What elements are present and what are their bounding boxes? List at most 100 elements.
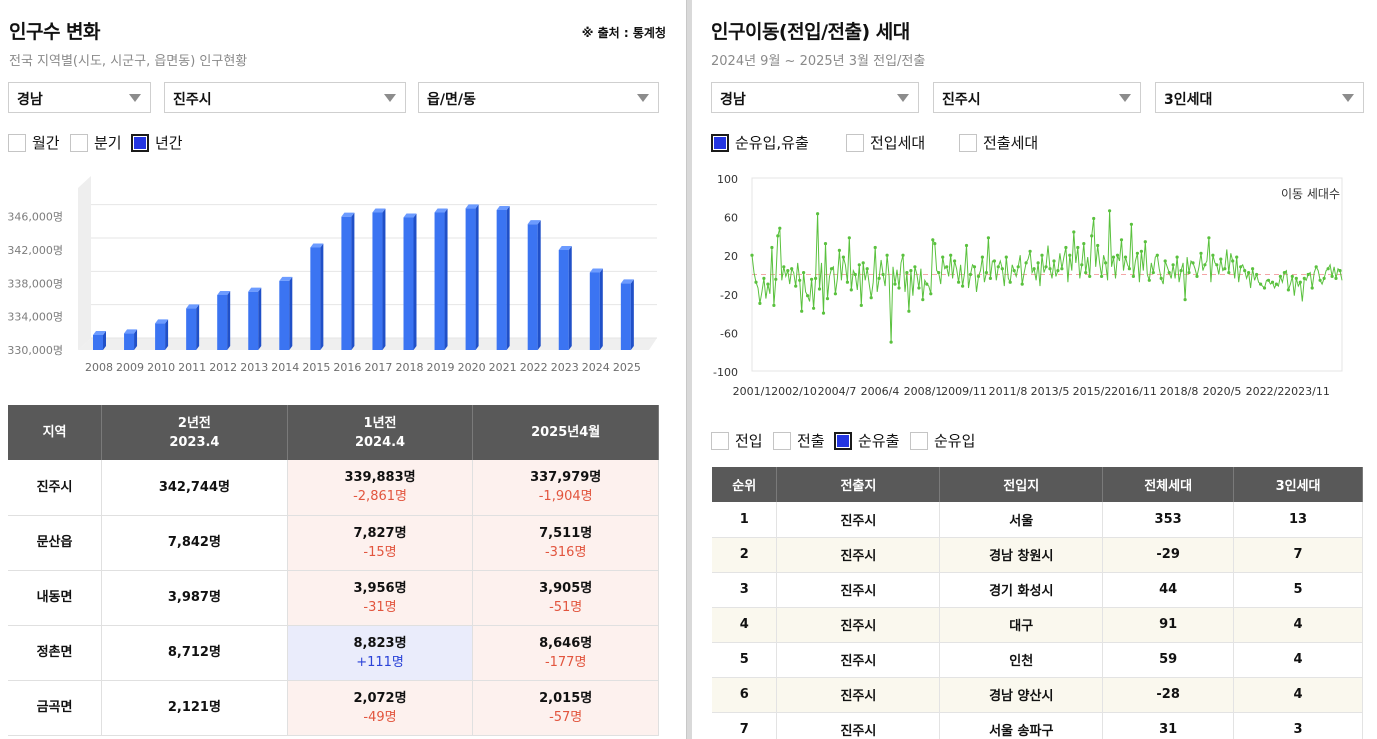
panel-divider[interactable]: [686, 0, 692, 739]
quarterly-checkbox[interactable]: 분기: [70, 132, 122, 153]
table-row: 문산읍 7,842명 7,827명 -15명 7,511명 -316명: [8, 515, 659, 571]
data-point: [1274, 282, 1278, 286]
x-tick-label: 2020/5: [1203, 385, 1242, 398]
household-size-select[interactable]: 3인세대: [1155, 82, 1364, 113]
change-value: -177명: [544, 654, 587, 670]
out-households-checkbox[interactable]: 전출세대: [959, 132, 1038, 153]
population-bar-chart: 330,000명 334,000명 338,000명 342,000명 346,000명…: [7, 176, 657, 374]
chevron-down-icon: [1119, 94, 1131, 102]
table-cell: 대구: [939, 607, 1104, 643]
bar-front: [93, 335, 103, 350]
bar: [93, 331, 106, 350]
data-point: [829, 267, 834, 271]
bar-side: [289, 276, 293, 350]
monthly-checkbox[interactable]: 월간: [8, 132, 60, 153]
net-out-checkbox[interactable]: 순유출: [834, 430, 899, 451]
data-point: [750, 253, 754, 257]
data-point: [907, 309, 911, 313]
data-point: [1108, 209, 1112, 213]
x-tick-label: 2015/2: [1073, 385, 1112, 398]
column-header: 1년전 2024.4: [287, 405, 474, 460]
select-value: 경남: [720, 92, 746, 108]
migration-panel: 인구이동(전입/전출) 세대 2024년 9월 ~ 2025년 3월 전입/전출…: [692, 0, 1377, 739]
data-point: [1036, 261, 1040, 265]
x-tick-label: 2006/4: [861, 385, 900, 398]
data-point: [1322, 276, 1326, 280]
data-point: [976, 274, 981, 278]
bar-front: [434, 212, 445, 350]
checkbox-label: 전입: [735, 432, 763, 450]
data-point: [1187, 271, 1191, 275]
y-tick-label: 60: [724, 212, 738, 225]
table-row[interactable]: 2 진주시 경남 창원시 -29 7: [712, 537, 1363, 573]
district-select[interactable]: 읍/면/동: [418, 82, 659, 113]
cell-value: 339,883명: [344, 470, 416, 486]
cell-value: 3,956명: [353, 580, 407, 596]
table-row[interactable]: 6 진주시 경남 양산시 -28 4: [712, 677, 1363, 713]
data-point: [754, 280, 758, 284]
table-cell: 44: [1102, 572, 1235, 608]
header-line: 1년전: [363, 415, 397, 431]
select-value: 진주시: [942, 92, 981, 108]
data-point: [921, 298, 925, 302]
select-value: 3인세대: [1164, 92, 1213, 108]
table-row[interactable]: 1 진주시 서울 353 13: [712, 502, 1363, 538]
data-point: [1147, 278, 1151, 282]
x-tick-label: 2022/2: [1246, 385, 1285, 398]
table-row[interactable]: 3 진주시 경기 화성시 44 5: [712, 572, 1363, 608]
yearly-checkbox[interactable]: 년간: [131, 132, 183, 153]
data-point: [1262, 286, 1267, 290]
y-tick-label: 338,000명: [7, 277, 63, 290]
table-row[interactable]: 5 진주시 인천 59 4: [712, 642, 1363, 678]
data-point: [837, 248, 841, 252]
table-cell: 59: [1102, 642, 1235, 678]
bar-top: [465, 204, 479, 209]
cell-value: 7,827명: [353, 525, 407, 541]
data-point: [1104, 261, 1108, 265]
column-header: 순위: [712, 467, 778, 502]
city-select[interactable]: 진주시: [164, 82, 406, 113]
table-row[interactable]: 7 진주시 서울 송파구 31 3: [712, 712, 1363, 739]
table-cell: 진주시: [776, 712, 941, 739]
table-cell: 진주시: [776, 677, 941, 713]
data-point: [1088, 274, 1092, 278]
table-cell: 91: [1102, 607, 1235, 643]
table-row[interactable]: 4 진주시 대구 91 4: [712, 607, 1363, 643]
bar-front: [217, 295, 228, 350]
bar: [155, 319, 169, 350]
province-select[interactable]: 경남: [711, 82, 919, 113]
bar-side: [196, 304, 200, 350]
cell-value: 337,979명: [530, 470, 602, 486]
data-point: [1072, 230, 1076, 234]
data-point: [857, 263, 861, 267]
net-in-checkbox[interactable]: 순유입: [910, 430, 975, 451]
chevron-down-icon: [637, 94, 649, 102]
bar-top: [93, 331, 106, 335]
column-header: 2년전 2023.4: [101, 405, 288, 460]
checkbox-label: 전입세대: [870, 134, 926, 152]
data-point: [972, 265, 977, 269]
x-tick-label: 2014: [271, 361, 299, 374]
province-select[interactable]: 경남: [8, 82, 151, 113]
x-tick-label: 2008: [85, 361, 113, 374]
table-cell: 342,744명: [101, 460, 288, 516]
city-select[interactable]: 진주시: [933, 82, 1141, 113]
out-checkbox[interactable]: 전출: [773, 430, 825, 451]
in-checkbox[interactable]: 전입: [711, 430, 763, 451]
subtitle: 전국 지역별(시도, 시군구, 읍면동) 인구현황: [9, 54, 248, 69]
data-point: [988, 276, 992, 280]
data-point: [1286, 288, 1290, 292]
x-tick-label: 2011: [178, 361, 206, 374]
checkbox-label: 분기: [94, 134, 122, 152]
in-households-checkbox[interactable]: 전입세대: [846, 132, 925, 153]
cell-value: 7,842명: [167, 535, 221, 550]
data-point: [841, 255, 845, 259]
data-point: [1143, 240, 1147, 244]
bar-side: [165, 319, 169, 350]
bar: [496, 206, 510, 350]
bar-top: [372, 208, 386, 213]
table-cell: 2,015명 -57명: [472, 680, 659, 736]
net-flow-checkbox[interactable]: 순유입,유출: [711, 132, 809, 153]
cell-value: 2,121명: [167, 700, 221, 715]
data-point: [1131, 274, 1135, 278]
